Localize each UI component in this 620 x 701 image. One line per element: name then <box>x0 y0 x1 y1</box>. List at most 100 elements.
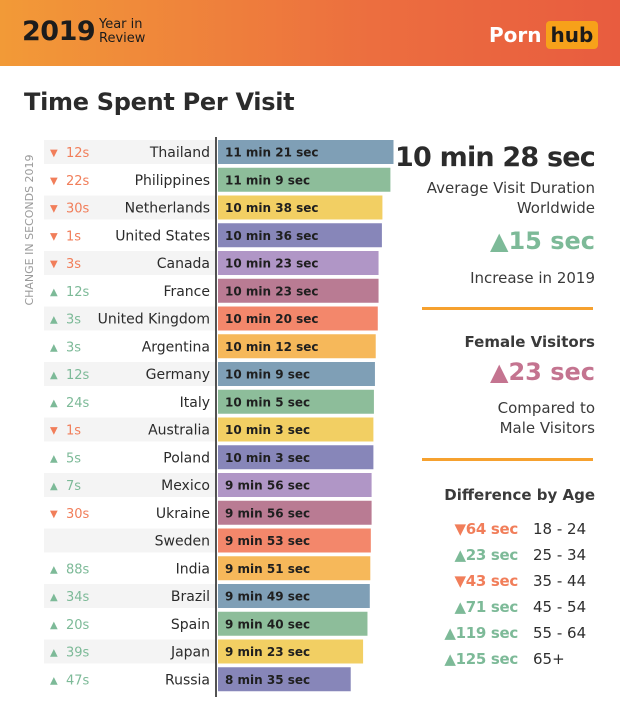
category-label: Spain <box>171 617 210 633</box>
category-label: Germany <box>146 367 210 383</box>
brand-logo[interactable]: Porn hub <box>489 21 599 49</box>
bar-value-label: 10 min 3 sec <box>225 423 310 437</box>
age-delta-value: ▼43 sec <box>454 572 518 590</box>
category-label: India <box>176 561 210 577</box>
age-delta-value: ▲71 sec <box>454 598 518 616</box>
age-range-label: 18 - 24 <box>533 520 587 538</box>
age-row: ▲119 sec 55 - 64 <box>440 624 600 644</box>
arrow-up-icon: ▲ <box>50 564 58 575</box>
change-label: 20s <box>66 618 90 633</box>
age-range-label: 35 - 44 <box>533 572 587 590</box>
worldwide-average-label-1: Average Visit Duration <box>426 179 595 197</box>
row-stripe <box>44 306 216 331</box>
bar-value-label: 10 min 23 sec <box>225 284 319 298</box>
change-label: 7s <box>66 479 81 494</box>
row-stripe <box>44 584 216 608</box>
change-label: 47s <box>66 673 90 688</box>
change-label: 30s <box>66 507 90 522</box>
age-row: ▼43 sec 35 - 44 <box>440 572 600 592</box>
bar-value-label: 8 min 35 sec <box>225 673 310 687</box>
arrow-up-icon: ▲ <box>50 315 58 326</box>
female-visitors-title: Female Visitors <box>464 333 595 351</box>
bar-united-kingdom <box>218 306 378 331</box>
bar-value-label: 9 min 56 sec <box>225 506 310 520</box>
brand-logo-right: hub <box>545 21 599 49</box>
age-range-label: 65+ <box>533 650 565 668</box>
bar-germany <box>218 362 375 386</box>
category-label: Thailand <box>149 145 210 161</box>
bar-value-label: 10 min 36 sec <box>225 229 319 243</box>
change-label: 30s <box>66 202 90 217</box>
female-visitors-label-2: Male Visitors <box>499 419 595 437</box>
bar-value-label: 10 min 5 sec <box>225 395 310 409</box>
arrow-up-icon: ▲ <box>50 370 58 381</box>
age-range-label: 25 - 34 <box>533 546 587 564</box>
bar-value-label: 9 min 49 sec <box>225 590 310 604</box>
bar-france <box>218 278 379 303</box>
category-label: United States <box>115 228 210 244</box>
bar-value-label: 9 min 53 sec <box>225 534 310 548</box>
arrow-up-icon: ▲ <box>50 620 58 631</box>
arrow-down-icon: ▼ <box>50 231 58 242</box>
bar-value-label: 9 min 51 sec <box>225 562 310 576</box>
change-label: 5s <box>66 451 81 466</box>
female-visitors-label-1: Compared to <box>497 399 595 417</box>
change-label: 24s <box>66 396 90 411</box>
arrow-up-icon: ▲ <box>50 592 58 603</box>
row-stripe <box>44 251 216 275</box>
arrow-down-icon: ▼ <box>50 509 58 520</box>
bar-poland <box>218 445 374 470</box>
bar-brazil <box>218 584 370 608</box>
bar-value-label: 11 min 9 sec <box>225 173 310 187</box>
arrow-down-icon: ▼ <box>50 148 58 159</box>
category-label: Russia <box>165 672 210 688</box>
age-range-label: 55 - 64 <box>533 624 587 642</box>
row-stripe <box>44 362 216 386</box>
change-label: 22s <box>66 174 90 189</box>
category-label: Sweden <box>155 534 210 550</box>
category-label: United Kingdom <box>98 312 210 328</box>
bar-japan <box>218 639 364 664</box>
age-delta-value: ▼64 sec <box>454 520 518 538</box>
category-label: Ukraine <box>156 506 210 522</box>
row-stripe <box>44 639 216 664</box>
bar-netherlands <box>218 195 383 220</box>
worldwide-average-label-2: Worldwide <box>516 199 595 217</box>
bar-argentina <box>218 334 376 359</box>
bar-italy <box>218 389 374 414</box>
change-label: 1s <box>66 229 81 244</box>
change-label: 88s <box>66 562 90 577</box>
change-label: 39s <box>66 646 90 661</box>
change-label: 3s <box>66 257 81 272</box>
bar-sweden <box>218 528 371 553</box>
bar-russia <box>218 667 351 692</box>
bar-value-label: 9 min 56 sec <box>225 479 310 493</box>
age-row: ▲125 sec 65+ <box>440 650 600 670</box>
age-row: ▲71 sec 45 - 54 <box>440 598 600 618</box>
row-stripe <box>44 528 216 553</box>
change-label: 1s <box>66 424 81 439</box>
bar-value-label: 10 min 20 sec <box>225 312 319 326</box>
row-stripe <box>44 195 216 220</box>
bar-value-label: 9 min 40 sec <box>225 617 310 631</box>
change-label: 12s <box>66 368 90 383</box>
arrow-down-icon: ▼ <box>50 204 58 215</box>
arrow-down-icon: ▼ <box>50 426 58 437</box>
row-stripe <box>44 140 216 164</box>
arrow-up-icon: ▲ <box>50 648 58 659</box>
category-label: Argentina <box>142 339 210 355</box>
bar-value-label: 10 min 3 sec <box>225 451 310 465</box>
category-label: Japan <box>170 645 210 661</box>
arrow-up-icon: ▲ <box>50 675 58 686</box>
bar-value-label: 10 min 9 sec <box>225 368 310 382</box>
arrow-up-icon: ▲ <box>50 398 58 409</box>
category-label: Poland <box>163 450 210 466</box>
header-year: 2019 <box>22 16 96 47</box>
worldwide-average-value: 10 min 28 sec <box>395 142 596 173</box>
category-label: Philippines <box>135 173 210 189</box>
change-label: 3s <box>66 313 81 328</box>
bar-value-label: 9 min 23 sec <box>225 645 310 659</box>
age-difference-title: Difference by Age <box>444 486 595 504</box>
age-delta-value: ▲23 sec <box>454 546 518 564</box>
arrow-up-icon: ▲ <box>50 453 58 464</box>
